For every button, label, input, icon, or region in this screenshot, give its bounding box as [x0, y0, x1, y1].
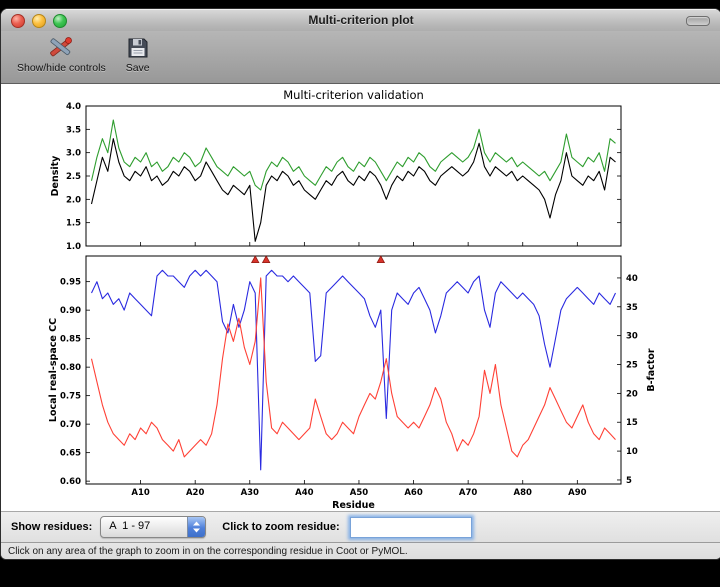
controls-icon	[48, 35, 74, 61]
svg-text:10: 10	[626, 447, 638, 457]
svg-text:Residue: Residue	[332, 500, 375, 511]
zoom-window-button[interactable]	[53, 14, 67, 28]
save-icon	[127, 35, 149, 61]
svg-text:0.95: 0.95	[60, 278, 81, 288]
svg-text:30: 30	[626, 332, 638, 342]
show-hide-controls-button[interactable]: Show/hide controls	[17, 35, 106, 74]
svg-text:20: 20	[626, 389, 638, 399]
svg-text:A20: A20	[186, 488, 204, 498]
svg-text:3.0: 3.0	[66, 149, 81, 159]
svg-text:2.5: 2.5	[66, 172, 81, 182]
svg-text:3.5: 3.5	[66, 125, 81, 135]
CC-line	[91, 269, 616, 471]
svg-text:1.5: 1.5	[66, 219, 81, 229]
svg-text:0.65: 0.65	[60, 449, 81, 459]
svg-text:A10: A10	[131, 488, 149, 498]
toolbar-toggle-button[interactable]	[686, 16, 710, 26]
zoom-residue-input[interactable]	[349, 516, 472, 538]
svg-text:A70: A70	[459, 488, 477, 498]
svg-text:4.0: 4.0	[66, 102, 81, 112]
svg-text:35: 35	[626, 303, 638, 313]
svg-text:0.70: 0.70	[60, 420, 81, 430]
svg-text:15: 15	[626, 418, 638, 428]
svg-text:A50: A50	[350, 488, 368, 498]
svg-text:A80: A80	[514, 488, 532, 498]
B-factor-line	[90, 277, 616, 458]
svg-text:0.75: 0.75	[60, 392, 81, 402]
toolbar: Show/hide controls Save	[1, 31, 720, 84]
zoom-residue-label: Click to zoom residue:	[222, 521, 340, 533]
svg-text:Multi-criterion validation: Multi-criterion validation	[283, 88, 424, 102]
Fc-line	[90, 119, 616, 191]
svg-text:2.0: 2.0	[66, 195, 81, 205]
svg-text:0.80: 0.80	[60, 363, 81, 373]
save-button[interactable]: Save	[126, 35, 150, 74]
show-residues-dropdown[interactable]: A 1 - 97	[100, 516, 207, 538]
svg-text:A30: A30	[241, 488, 259, 498]
svg-text:A40: A40	[295, 488, 313, 498]
app-window: Multi-criterion plot Show/hide controls	[0, 8, 720, 560]
svg-text:40: 40	[626, 274, 638, 284]
svg-text:1.0: 1.0	[66, 242, 81, 252]
plot-area[interactable]: Multi-criterion validation 1.0 1.5 2.0 2.5 3.…	[1, 84, 720, 511]
dropdown-stepper-icon	[187, 517, 206, 537]
close-button[interactable]	[11, 14, 25, 28]
show-residues-value: A 1 - 97	[109, 520, 151, 532]
minimize-button[interactable]	[32, 14, 46, 28]
save-label: Save	[125, 62, 150, 74]
validation-chart-svg[interactable]: Multi-criterion validation 1.0 1.5 2.0 2.5 3.…	[1, 84, 720, 511]
bottom-plot-frame	[85, 255, 622, 485]
svg-text:A90: A90	[568, 488, 586, 498]
window-title: Multi-criterion plot	[308, 13, 414, 27]
svg-text:0.90: 0.90	[60, 306, 81, 316]
svg-text:25: 25	[626, 361, 638, 371]
svg-text:B-factor: B-factor	[646, 348, 657, 391]
show-hide-controls-label: Show/hide controls	[17, 62, 106, 74]
svg-text:0.85: 0.85	[60, 335, 81, 345]
controls-bar: Show residues: A 1 - 97 Click to zoom re…	[1, 511, 720, 542]
svg-text:A60: A60	[404, 488, 422, 498]
status-bar: Click on any area of the graph to zoom i…	[1, 542, 720, 559]
svg-text:Local real-space CC: Local real-space CC	[48, 318, 59, 422]
status-text: Click on any area of the graph to zoom i…	[8, 546, 408, 557]
svg-text:5: 5	[626, 476, 632, 486]
svg-text:0.60: 0.60	[60, 477, 81, 487]
svg-text:Density: Density	[50, 155, 61, 197]
top-plot-frame	[85, 105, 622, 247]
traffic-lights	[11, 14, 67, 28]
titlebar[interactable]: Multi-criterion plot	[1, 9, 720, 31]
show-residues-label: Show residues:	[11, 521, 93, 533]
2mFo-DFc-line	[90, 138, 616, 242]
